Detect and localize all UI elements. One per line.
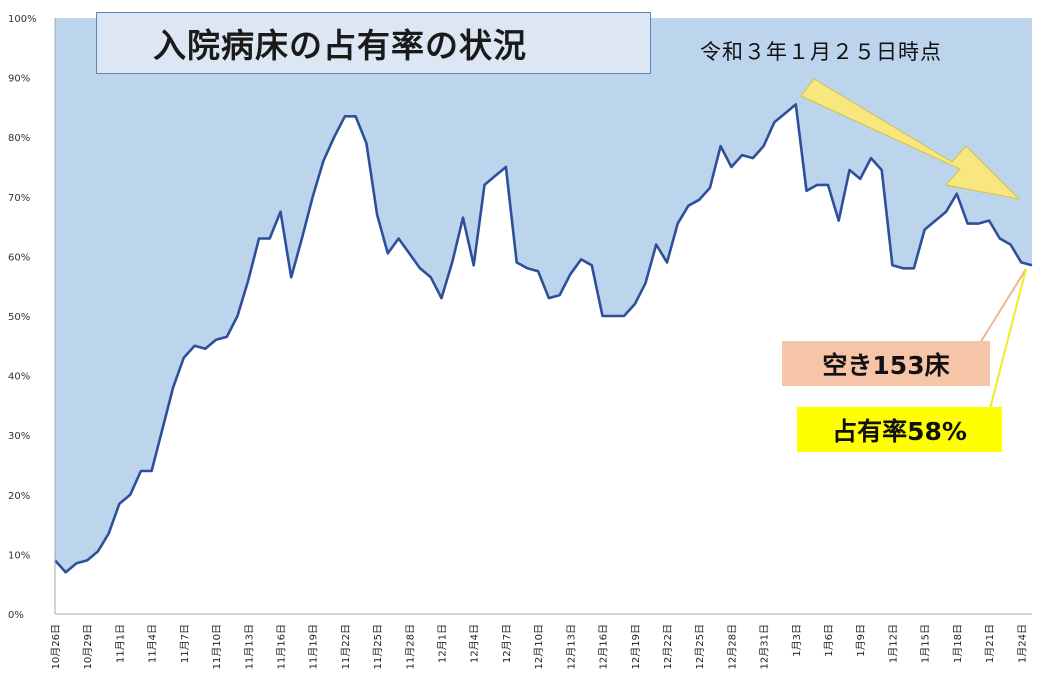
annotation-layer bbox=[800, 78, 1027, 410]
y-axis: 0% 10% 20% 30% 40% 50% 60% 70% 80% 90% 100% bbox=[8, 14, 56, 621]
x-tick-label: 12月4日 bbox=[469, 624, 481, 663]
timestamp-label: 令和３年１月２５日時点 bbox=[700, 40, 942, 64]
x-tick-label: 11月13日 bbox=[243, 624, 255, 669]
y-tick-label: 30% bbox=[8, 431, 30, 442]
vacant-beds-callout: 空き153床 bbox=[782, 341, 990, 386]
y-tick-label: 50% bbox=[8, 312, 30, 323]
x-tick-label: 11月19日 bbox=[308, 624, 320, 669]
x-tick-label: 1月21日 bbox=[984, 624, 996, 663]
vacant-leader-line bbox=[979, 268, 1027, 344]
occupancy-leader-line bbox=[989, 268, 1027, 410]
y-tick-label: 0% bbox=[8, 610, 24, 621]
x-tick-label: 12月7日 bbox=[501, 624, 513, 663]
x-tick-label: 11月28日 bbox=[404, 624, 416, 669]
x-tick-label: 12月25日 bbox=[694, 624, 706, 669]
y-tick-label: 80% bbox=[8, 133, 30, 144]
x-tick-label: 10月29日 bbox=[82, 624, 94, 669]
x-tick-label: 12月31日 bbox=[759, 624, 771, 669]
x-tick-label: 12月1日 bbox=[437, 624, 449, 663]
y-tick-label: 10% bbox=[8, 550, 30, 561]
x-tick-label: 12月22日 bbox=[662, 624, 674, 669]
x-tick-label: 12月13日 bbox=[565, 624, 577, 669]
chart-title: 入院病床の占有率の状況 bbox=[96, 12, 651, 74]
x-tick-label: 11月7日 bbox=[179, 624, 191, 663]
x-tick-label: 12月10日 bbox=[533, 624, 545, 669]
x-tick-label: 1月9日 bbox=[855, 624, 867, 657]
area-layer bbox=[54, 103, 1033, 615]
x-tick-label: 12月28日 bbox=[726, 624, 738, 669]
x-tick-label: 11月10日 bbox=[211, 624, 223, 669]
x-tick-label: 10月26日 bbox=[50, 624, 62, 669]
y-tick-label: 20% bbox=[8, 491, 30, 502]
x-tick-label: 11月16日 bbox=[276, 624, 288, 669]
x-tick-label: 11月22日 bbox=[340, 624, 352, 669]
x-tick-label: 1月18日 bbox=[952, 624, 964, 663]
x-tick-label: 1月15日 bbox=[920, 624, 932, 663]
y-tick-label: 100% bbox=[8, 14, 37, 25]
trend-arrow bbox=[800, 78, 1021, 200]
x-tick-label: 1月24日 bbox=[1016, 624, 1028, 663]
x-tick-label: 11月4日 bbox=[147, 624, 159, 663]
y-tick-label: 70% bbox=[8, 193, 30, 204]
x-axis: 10月26日 10月29日 11月1日 11月4日 11月7日 11月10日 11月13日 1… bbox=[50, 613, 1032, 669]
occupancy-rate-callout: 占有率58% bbox=[797, 407, 1002, 452]
y-tick-label: 40% bbox=[8, 372, 30, 383]
x-tick-label: 1月3日 bbox=[791, 624, 803, 657]
y-tick-label: 90% bbox=[8, 74, 30, 85]
x-tick-label: 11月25日 bbox=[372, 624, 384, 669]
area-under-curve bbox=[55, 104, 1032, 615]
y-tick-label: 60% bbox=[8, 252, 30, 263]
x-tick-label: 11月1日 bbox=[114, 624, 126, 663]
x-tick-label: 1月6日 bbox=[823, 624, 835, 657]
series-line-occupancy bbox=[54, 103, 1033, 574]
x-tick-label: 1月12日 bbox=[887, 624, 899, 663]
x-tick-label: 12月19日 bbox=[630, 624, 642, 669]
x-tick-label: 12月16日 bbox=[598, 624, 610, 669]
